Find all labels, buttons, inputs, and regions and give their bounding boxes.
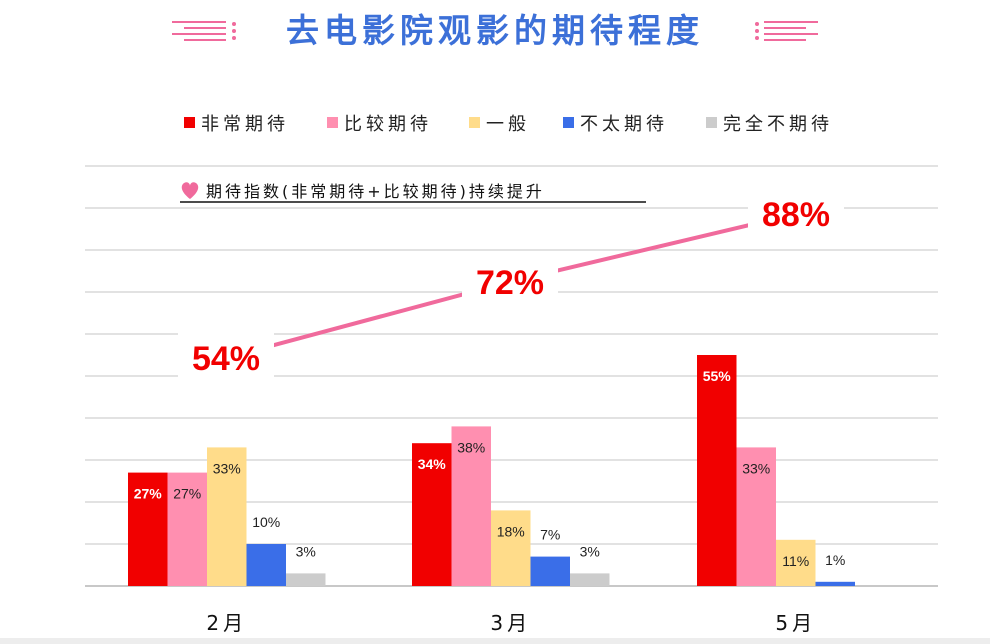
title-decoration-right xyxy=(755,21,818,41)
x-tick-label: 5月 xyxy=(775,611,816,635)
legend-swatch xyxy=(469,117,480,128)
bar-value-label: 11% xyxy=(782,553,809,569)
bar xyxy=(246,544,286,586)
chart-title: 去电影院观影的期待程度 xyxy=(286,11,704,50)
bar-value-label: 7% xyxy=(540,527,560,543)
trend-value-label: 88% xyxy=(762,196,830,234)
bar xyxy=(776,539,816,586)
bar-value-label: 38% xyxy=(457,439,485,455)
annotation-text: 期待指数(非常期待+比较期待)持续提升 xyxy=(206,182,545,201)
bar-value-label: 18% xyxy=(497,523,525,539)
bar-value-label: 27% xyxy=(134,486,163,502)
x-tick-label: 2月 xyxy=(206,611,247,635)
bottom-band xyxy=(0,638,990,644)
legend-label: 一般 xyxy=(486,114,530,135)
bar xyxy=(207,447,247,586)
heart-icon xyxy=(181,182,199,199)
x-tick-label: 3月 xyxy=(490,611,531,635)
bar xyxy=(697,355,737,586)
trend-value-label: 54% xyxy=(192,340,260,378)
bar xyxy=(491,510,531,586)
legend-label: 不太期待 xyxy=(580,114,668,135)
bar xyxy=(128,472,168,586)
trend-label-bg xyxy=(462,252,558,311)
bar xyxy=(412,443,452,586)
legend-swatch xyxy=(184,117,195,128)
trend-label-bg xyxy=(748,185,844,243)
trend-line: 54% 72% 88% xyxy=(178,185,844,387)
legend: 非常期待 比较期待 一般 不太期待 完全不期待 xyxy=(184,114,833,135)
legend-label: 非常期待 xyxy=(201,114,289,135)
bar-value-label: 27% xyxy=(173,486,201,502)
legend-label: 比较期待 xyxy=(344,114,432,135)
bar-value-label: 55% xyxy=(703,368,732,384)
x-axis-ticks: 2月 3月 5月 xyxy=(206,611,816,635)
bar xyxy=(167,472,207,586)
title-decoration-left xyxy=(172,21,236,41)
legend-label: 完全不期待 xyxy=(723,114,833,135)
bar xyxy=(570,573,610,586)
bar xyxy=(286,573,326,586)
bar xyxy=(815,581,855,586)
bar-labels: 27% 27% 33% 10% 3% 34% 38% 18% 7% 3% 55% 33% 11% 1% xyxy=(134,368,846,569)
legend-swatch xyxy=(327,117,338,128)
bar-value-label: 1% xyxy=(825,552,845,568)
bar-value-label: 3% xyxy=(296,543,316,559)
legend-swatch xyxy=(706,117,717,128)
bar-value-label: 33% xyxy=(213,460,241,476)
bar-value-label: 33% xyxy=(742,460,770,476)
trend-value-label: 72% xyxy=(476,264,544,302)
trend-label-bg xyxy=(178,329,274,387)
bar-value-label: 34% xyxy=(418,456,447,472)
bars xyxy=(128,355,855,586)
bar-value-label: 3% xyxy=(580,543,600,559)
bar xyxy=(530,556,570,586)
legend-swatch xyxy=(563,117,574,128)
bar xyxy=(736,447,776,586)
bar-value-label: 10% xyxy=(252,514,280,530)
bar xyxy=(451,426,491,586)
annotation-note: 期待指数(非常期待+比较期待)持续提升 xyxy=(180,182,646,203)
